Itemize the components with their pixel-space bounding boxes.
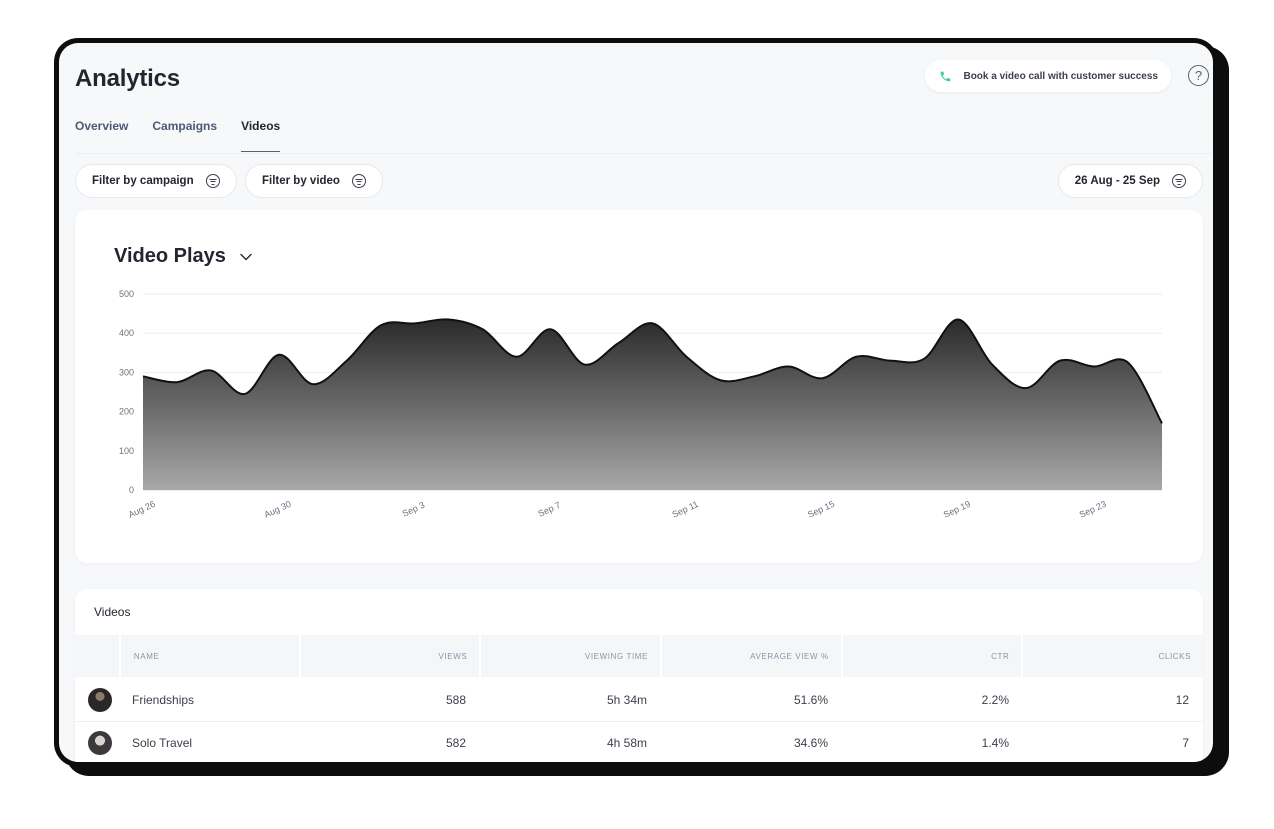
y-tick-label: 0 [129,485,134,495]
views-value: 588 [445,692,466,707]
data-point[interactable] [378,322,384,328]
data-point[interactable] [1091,364,1097,370]
clicks-value: 12 [1175,692,1189,707]
device-frame: Analytics Book a video call with custome… [54,38,1218,767]
data-point[interactable] [276,352,282,358]
data-point[interactable] [853,354,859,360]
metric-selector[interactable]: Video Plays [114,245,252,268]
chevron-down-icon [240,253,252,260]
data-point[interactable] [616,340,622,346]
data-point[interactable] [582,362,588,368]
y-tick-label: 300 [119,367,134,377]
filter-video-button[interactable]: Filter by video [245,164,383,198]
data-point[interactable] [751,373,757,379]
filter-campaign-button[interactable]: Filter by campaign [75,164,237,198]
viewing-time-value: 5h 34m [606,692,647,707]
series-line [142,318,1163,424]
y-tick-label: 100 [119,446,134,456]
date-range-label: 26 Aug - 25 Sep [1074,175,1160,187]
views-value: 582 [445,736,466,750]
data-point[interactable] [242,391,248,397]
tab-videos[interactable]: Videos [241,119,281,152]
data-point[interactable] [1159,420,1165,426]
date-range-button[interactable]: 26 Aug - 25 Sep [1057,164,1203,198]
data-point[interactable] [819,375,825,381]
table-header: NAME VIEWS VIEWING TIME AVERAGE VIEW % C… [75,635,1204,677]
data-point[interactable] [446,316,452,322]
data-point[interactable] [887,358,893,364]
tab-overview[interactable]: Overview [75,119,129,133]
help-icon[interactable]: ? [1188,65,1209,86]
data-point[interactable] [1023,385,1029,391]
data-point[interactable] [683,354,689,360]
video-plays-card: Video Plays 0 100 200 300 400 500 Aug 26 Aug 30… [75,210,1203,563]
table-row[interactable]: Solo Travel 582 4h 58m 34.6% 1.4% 7 [75,721,1203,762]
table-title: Videos [94,605,131,619]
tabs-divider [75,153,1213,154]
video-thumbnail [88,731,112,755]
data-point[interactable] [208,367,214,373]
data-point[interactable] [921,356,927,362]
filter-video-label: Filter by video [262,175,340,187]
average-view-value: 34.6% [793,736,828,750]
book-call-button[interactable]: Book a video call with customer success [925,60,1171,92]
data-point[interactable] [785,364,791,370]
data-point[interactable] [140,373,146,379]
x-tick-label: Sep 3 [401,500,427,519]
filter-icon [205,174,220,188]
y-tick-label: 200 [119,407,134,417]
x-tick-label: Aug 30 [263,499,293,520]
analytics-screen: Analytics Book a video call with custome… [59,43,1213,762]
filter-campaign-label: Filter by campaign [92,175,194,187]
data-point[interactable] [344,358,350,364]
header-ctr[interactable]: CTR [842,635,1022,677]
data-point[interactable] [548,326,554,332]
area-fill [143,319,1162,490]
chart-title: Video Plays [114,245,226,267]
data-point[interactable] [412,320,418,326]
ctr-value: 1.4% [981,736,1009,750]
header-name[interactable]: NAME [120,635,299,677]
data-point[interactable] [717,377,723,383]
header-thumb [75,635,119,677]
tab-bar: Overview Campaigns Videos [75,119,281,152]
x-tick-label: Sep 15 [806,499,836,520]
header-clicks[interactable]: CLICKS [1023,635,1204,677]
ctr-value: 2.2% [981,692,1009,707]
average-view-value: 51.6% [793,692,828,707]
header-viewing-time[interactable]: VIEWING TIME [481,635,660,677]
data-point[interactable] [650,320,656,326]
x-tick-label: Sep 19 [942,499,972,520]
data-point[interactable] [480,326,486,332]
filter-icon [351,174,366,188]
book-call-label: Book a video call with customer success [963,70,1158,82]
data-point[interactable] [955,316,961,322]
phone-icon [941,71,951,81]
table-row[interactable]: Friendships 588 5h 34m 51.6% 2.2% 12 [75,678,1203,721]
videos-table-card: Videos NAME VIEWS VIEWING TIME AVERAGE V… [75,589,1204,762]
x-tick-label: Sep 23 [1078,499,1108,520]
video-name[interactable]: Solo Travel [132,736,193,750]
viewing-time-value: 4h 58m [606,736,647,750]
video-plays-chart: 0 100 200 300 400 500 Aug 26 Aug 30 Sep 3 Sep 7 Se… [119,289,1165,520]
data-point[interactable] [514,354,520,360]
filter-icon [1172,174,1186,188]
header-average-view[interactable]: AVERAGE VIEW % [661,635,841,677]
x-tick-label: Aug 26 [127,499,157,520]
data-point[interactable] [989,362,995,368]
x-tick-label: Sep 7 [537,500,563,519]
data-point[interactable] [1057,358,1063,364]
header-views[interactable]: VIEWS [300,635,480,677]
video-thumbnail [88,687,112,712]
page-title: Analytics [75,65,180,92]
data-point[interactable] [1125,360,1131,366]
y-tick-label: 400 [119,328,134,338]
tab-campaigns[interactable]: Campaigns [152,119,218,133]
clicks-value: 7 [1182,736,1189,750]
y-tick-label: 500 [119,289,134,299]
data-point[interactable] [174,379,180,385]
data-point[interactable] [310,381,316,387]
video-name[interactable]: Friendships [132,692,195,707]
x-tick-label: Sep 11 [670,499,699,520]
